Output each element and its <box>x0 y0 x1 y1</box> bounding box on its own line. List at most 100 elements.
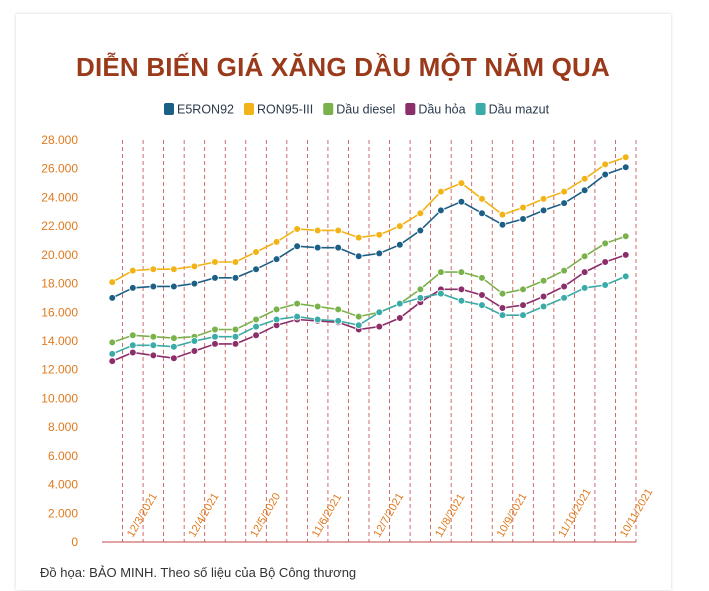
data-point <box>108 338 117 347</box>
data-point <box>457 285 466 294</box>
data-point <box>211 325 219 334</box>
data-point <box>108 357 117 365</box>
legend-label: Dầu diesel <box>336 103 395 117</box>
data-point <box>272 315 281 324</box>
data-point <box>170 282 178 291</box>
data-point <box>293 312 301 321</box>
data-point <box>375 230 384 239</box>
data-point <box>601 281 609 289</box>
data-point <box>129 284 137 292</box>
vertical-grid <box>122 140 637 542</box>
data-point <box>313 302 322 311</box>
data-point <box>601 239 609 248</box>
data-point <box>108 294 117 302</box>
data-point <box>313 315 322 324</box>
series-4 <box>108 272 630 358</box>
data-point <box>437 187 445 196</box>
x-tick-label: 12/3/2021 <box>125 491 160 539</box>
data-point <box>621 251 630 259</box>
data-point <box>478 274 486 282</box>
line-chart: DIỄN BIẾN GIÁ XĂNG DẦU MỘT NĂM QUA E5RON… <box>40 52 656 580</box>
y-tick-label: 18.000 <box>41 277 78 291</box>
data-point <box>211 258 219 266</box>
data-point <box>129 331 137 340</box>
legend-label: Dầu mazut <box>489 103 550 117</box>
data-point <box>272 305 281 314</box>
y-tick-label: 2.000 <box>48 506 78 520</box>
y-tick-label: 22.000 <box>41 219 78 233</box>
legend-swatch <box>323 103 334 115</box>
y-tick-label: 16.000 <box>41 305 78 319</box>
data-point <box>457 268 466 276</box>
data-point <box>272 255 281 263</box>
data-point <box>211 274 219 282</box>
series-lines <box>108 153 630 365</box>
y-tick-label: 14.000 <box>41 334 78 348</box>
data-point <box>252 265 260 274</box>
data-point <box>293 299 301 308</box>
data-point <box>498 210 507 219</box>
data-point <box>170 265 178 274</box>
data-point <box>375 249 384 258</box>
data-point <box>108 350 117 358</box>
legend-label: RON95-III <box>257 103 313 117</box>
data-point <box>519 203 527 212</box>
x-tick-label: 12/5/2020 <box>248 491 283 539</box>
y-tick-label: 10.000 <box>41 391 78 405</box>
x-tick-label: 11/10/2021 <box>556 487 594 540</box>
data-point <box>580 252 589 261</box>
data-point <box>539 302 548 311</box>
data-point <box>621 153 630 162</box>
data-point <box>149 341 158 350</box>
y-tick-label: 8.000 <box>48 420 78 434</box>
data-point <box>190 347 199 355</box>
data-point <box>252 315 260 324</box>
data-point <box>498 220 507 229</box>
y-tick-label: 28.000 <box>41 133 78 147</box>
data-point <box>601 258 609 266</box>
data-point <box>519 285 527 294</box>
x-tick-label: 12/7/2021 <box>371 491 406 539</box>
data-point <box>129 266 137 275</box>
data-point <box>170 342 178 351</box>
data-point <box>580 268 589 276</box>
data-point <box>354 321 363 330</box>
data-point <box>129 341 137 350</box>
data-point <box>478 209 486 218</box>
data-point <box>560 199 568 207</box>
data-point <box>252 331 260 340</box>
legend-swatch <box>164 103 174 115</box>
data-point <box>375 322 384 331</box>
y-tick-label: 6.000 <box>48 449 78 463</box>
data-point <box>580 174 589 183</box>
data-point <box>457 179 466 187</box>
data-point <box>539 206 548 215</box>
legend-item: Dầu diesel <box>323 103 395 117</box>
data-point <box>293 242 301 251</box>
data-point <box>149 351 158 360</box>
data-point <box>539 195 548 203</box>
data-point <box>211 332 219 341</box>
legend: E5RON92 RON95-III Dầu diesel Dầu hỏa Dầu maz… <box>164 103 550 117</box>
data-point <box>478 291 486 299</box>
series-1 <box>108 153 630 286</box>
data-point <box>478 301 486 309</box>
data-point <box>170 354 178 363</box>
data-point <box>396 222 404 230</box>
data-point <box>252 248 260 256</box>
data-point <box>354 233 363 242</box>
chart-card: DIỄN BIẾN GIÁ XĂNG DẦU MỘT NĂM QUA E5RON… <box>16 14 671 590</box>
data-point <box>498 289 507 298</box>
data-point <box>149 332 158 341</box>
data-point <box>396 314 404 322</box>
y-tick-label: 20.000 <box>41 248 78 262</box>
data-point <box>519 301 527 309</box>
data-point <box>498 304 507 312</box>
x-tick-label: 10/11/2021 <box>618 487 656 540</box>
data-point <box>211 340 219 348</box>
data-point <box>108 278 117 286</box>
data-point <box>560 187 568 196</box>
data-point <box>560 266 568 275</box>
data-point <box>396 241 404 249</box>
data-point <box>190 337 199 345</box>
